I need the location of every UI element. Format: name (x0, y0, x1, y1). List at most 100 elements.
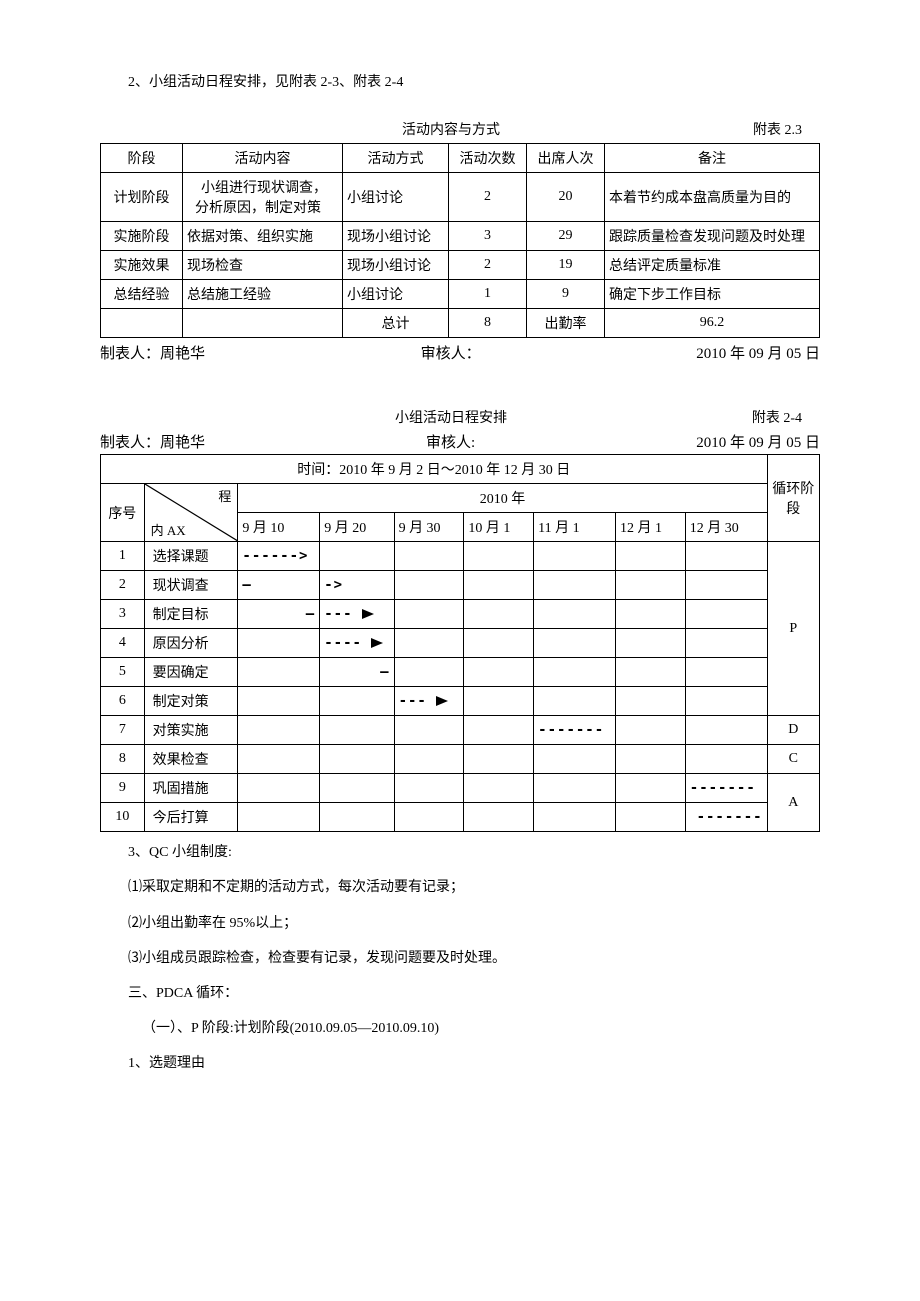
maker-name: 周艳华 (160, 346, 205, 362)
table2-signature: 制表人：周艳华 审核人: 2010 年 09 月 05 日 (100, 431, 820, 452)
cell: 1 (101, 542, 145, 571)
cell (394, 803, 464, 832)
table1-title-row: 活动内容与方式 附表 2.3 (100, 119, 820, 139)
cell: 96.2 (605, 309, 820, 338)
year-header: 2010 年 (238, 484, 767, 513)
cell (615, 716, 685, 745)
cell (238, 774, 320, 803)
cell: 实施效果 (101, 251, 183, 280)
cell: 对策实施 (144, 716, 238, 745)
cell (394, 745, 464, 774)
cell: ------- (685, 803, 767, 832)
cell (464, 774, 534, 803)
cell (534, 571, 616, 600)
table-row: 实施效果 现场检查 现场小组讨论 2 19 总结评定质量标准 (101, 251, 820, 280)
table2-title-row: 小组活动日程安排 附表 2-4 (100, 407, 820, 427)
maker-label: 制表人： (100, 435, 160, 451)
cell: 选择课题 (144, 542, 238, 571)
table-row: 实施阶段 依据对策、组织实施 现场小组讨论 3 29 跟踪质量检查发现问题及时处… (101, 222, 820, 251)
body-line: ⑴采取定期和不定期的活动方式，每次活动要有记录； (100, 875, 820, 900)
cell (685, 600, 767, 629)
col-header: 活动方式 (343, 144, 449, 173)
cell: 出勤率 (527, 309, 605, 338)
table-row: 总结经验 总结施工经验 小组讨论 1 9 确定下步工作目标 (101, 280, 820, 309)
cell (534, 542, 616, 571)
cell: 效果检查 (144, 745, 238, 774)
cell: 29 (527, 222, 605, 251)
cell: 8 (449, 309, 527, 338)
cell: — (238, 571, 320, 600)
cell (320, 716, 394, 745)
table-row: 7对策实施-------D (101, 716, 820, 745)
body-line: ⑵小组出勤率在 95%以上； (100, 911, 820, 936)
cell (685, 687, 767, 716)
month-header: 11 月 1 (534, 513, 616, 542)
cell: 巩固措施 (144, 774, 238, 803)
cell (685, 658, 767, 687)
cell: --- (394, 687, 464, 716)
table-row: 阶段 活动内容 活动方式 活动次数 出席人次 备注 (101, 144, 820, 173)
cell: -> (320, 571, 394, 600)
cell: 5 (101, 658, 145, 687)
cell (464, 571, 534, 600)
cell: ------> (238, 542, 320, 571)
cell (685, 542, 767, 571)
body-line: 3、QC 小组制度: (100, 840, 820, 865)
cell (320, 745, 394, 774)
cell (615, 803, 685, 832)
body-line: ⑶小组成员跟踪检查，检查要有记录，发现问题要及时处理。 (100, 946, 820, 971)
table1-title: 活动内容与方式 (402, 119, 500, 139)
diag-bot: 内 AX (151, 520, 186, 539)
cell (685, 629, 767, 658)
table-row: 5要因确定— (101, 658, 820, 687)
month-header: 9 月 10 (238, 513, 320, 542)
table-row: 计划阶段 小组进行现状调查，分析原因，制定对策 小组讨论 2 20 本着节约成本… (101, 173, 820, 222)
cell (685, 571, 767, 600)
month-header: 12 月 30 (685, 513, 767, 542)
maker-label: 制表人： (100, 346, 160, 362)
cycle-cell: A (767, 774, 819, 832)
cell (320, 774, 394, 803)
cell (615, 629, 685, 658)
cell: 实施阶段 (101, 222, 183, 251)
table-row: 总计 8 出勤率 96.2 (101, 309, 820, 338)
cell (534, 803, 616, 832)
col-header: 备注 (605, 144, 820, 173)
cell: 总结施工经验 (183, 280, 343, 309)
month-header: 9 月 20 (320, 513, 394, 542)
cell (464, 803, 534, 832)
cell: 2 (449, 173, 527, 222)
cell: 原因分析 (144, 629, 238, 658)
cell: 总计 (343, 309, 449, 338)
cell: 20 (527, 173, 605, 222)
cell (534, 687, 616, 716)
table-row: 8效果检查C (101, 745, 820, 774)
cell (615, 571, 685, 600)
cell: 总结评定质量标准 (605, 251, 820, 280)
heading-schedule: 2、小组活动日程安排，见附表 2-3、附表 2-4 (100, 70, 820, 95)
cell: --- (320, 600, 394, 629)
cell (183, 309, 343, 338)
activity-table: 阶段 活动内容 活动方式 活动次数 出席人次 备注 计划阶段 小组进行现状调查，… (100, 143, 820, 338)
cell (394, 658, 464, 687)
cell (615, 542, 685, 571)
cell (534, 600, 616, 629)
cell (464, 658, 534, 687)
cell: 跟踪质量检查发现问题及时处理 (605, 222, 820, 251)
diag-header: 程 内 AX (144, 484, 238, 542)
cell (464, 542, 534, 571)
cell: ------- (685, 774, 767, 803)
table-row: 10今后打算------- (101, 803, 820, 832)
body-line: 1、选题理由 (100, 1051, 820, 1076)
cell: 19 (527, 251, 605, 280)
cell: 今后打算 (144, 803, 238, 832)
cell: 本着节约成本盘高质量为目的 (605, 173, 820, 222)
table2-title: 小组活动日程安排 (395, 407, 507, 427)
cell (238, 658, 320, 687)
cell (464, 629, 534, 658)
cell: 2 (101, 571, 145, 600)
cell (615, 600, 685, 629)
table-row: 6制定对策--- (101, 687, 820, 716)
cell (464, 745, 534, 774)
cell: 1 (449, 280, 527, 309)
